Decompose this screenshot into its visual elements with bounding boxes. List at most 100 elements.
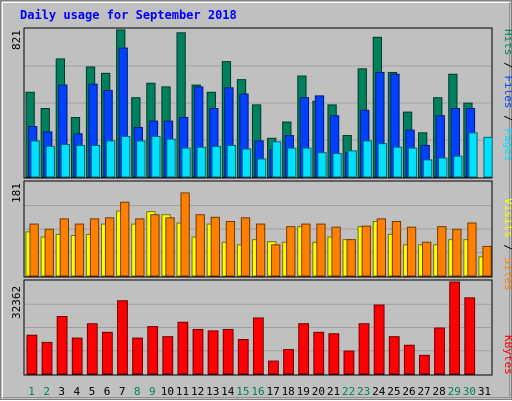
- bar-pages-15: [241, 148, 252, 178]
- panel-kbytes-legend: KBytes: [502, 335, 512, 375]
- bar-sites-18: [286, 226, 296, 277]
- x-label-day-13: 13: [206, 385, 219, 398]
- x-label-day-29: 29: [448, 385, 461, 398]
- bar-pages-20: [317, 152, 327, 178]
- bar-sites-27: [422, 241, 432, 277]
- bar-kbytes-19: [298, 323, 310, 375]
- bar-sites-9: [150, 214, 160, 277]
- chart-frame-bevel: [2, 2, 510, 398]
- legend-sep-2: /: [502, 109, 512, 129]
- x-label-day-20: 20: [312, 385, 325, 398]
- bar-kbytes-24: [373, 304, 385, 375]
- legend-kbytes: KBytes: [502, 335, 512, 375]
- bar-pages-6: [105, 140, 116, 178]
- panel-kbytes-bars: [26, 281, 476, 375]
- x-label-day-2: 2: [43, 385, 50, 398]
- bar-kbytes-30: [464, 297, 476, 375]
- x-label-day-18: 18: [282, 385, 295, 398]
- bar-sites-24: [376, 218, 387, 277]
- legend-hits: Hits: [502, 29, 512, 56]
- bar-sites-29: [452, 228, 462, 277]
- bar-pages-5: [90, 144, 101, 178]
- bar-sites-23: [361, 225, 371, 277]
- bar-pages-17: [272, 141, 282, 178]
- panel-kbytes: 32362 KBytes: [10, 279, 512, 376]
- bar-sites-17: [271, 244, 281, 277]
- bar-pages-16: [256, 158, 267, 178]
- legend-pages: Pages: [502, 128, 512, 161]
- x-label-day-8: 8: [134, 385, 141, 398]
- x-label-day-16: 16: [251, 385, 264, 398]
- bar-sites-20: [316, 223, 326, 277]
- x-label-day-6: 6: [104, 385, 111, 398]
- bar-kbytes-4: [71, 337, 83, 375]
- panel-visits-sites: 181 Visits / Sites: [10, 180, 512, 291]
- bar-sites-22: [346, 239, 356, 277]
- bar-sites-3: [59, 218, 69, 277]
- bar-kbytes-8: [132, 337, 143, 375]
- bar-pages-19: [302, 147, 312, 178]
- bar-pages-30: [468, 132, 478, 178]
- bar-pages-1: [30, 140, 40, 178]
- bar-pages-28: [438, 157, 448, 178]
- bar-sites-10: [165, 217, 175, 277]
- bar-pages-9: [151, 135, 161, 178]
- bar-sites-26: [406, 226, 417, 277]
- bar-kbytes-20: [313, 331, 325, 375]
- bar-pages-4: [75, 144, 86, 178]
- bar-pages-3: [60, 144, 70, 178]
- panel-visits-sites-legend: Visits / Sites: [502, 198, 512, 291]
- panel-visits-sites-ymax-label: 181: [10, 183, 23, 203]
- bar-pages-14: [226, 144, 237, 178]
- x-label-day-10: 10: [161, 385, 174, 398]
- bar-pages-2: [45, 145, 55, 178]
- bar-sites-14: [225, 220, 236, 277]
- bar-kbytes-5: [86, 323, 98, 375]
- bar-sites-31: [482, 245, 492, 277]
- bar-kbytes-6: [101, 331, 113, 375]
- bar-kbytes-10: [162, 336, 174, 375]
- legend-sites: Sites: [502, 258, 512, 291]
- bar-kbytes-12: [192, 328, 204, 375]
- x-label-day-22: 22: [342, 385, 355, 398]
- bar-kbytes-7: [117, 300, 128, 375]
- panel-kbytes-ymax-label: 32362: [10, 286, 23, 319]
- bar-sites-8: [135, 218, 145, 277]
- bar-sites-7: [120, 201, 130, 277]
- bar-kbytes-9: [147, 326, 159, 375]
- panel-visits-sites-bars: [25, 192, 492, 277]
- bar-pages-13: [211, 145, 221, 178]
- x-label-day-30: 30: [463, 385, 476, 398]
- x-label-day-27: 27: [417, 385, 430, 398]
- bar-kbytes-17: [268, 360, 279, 375]
- x-label-day-25: 25: [387, 385, 400, 398]
- legend-visits: Visits: [502, 198, 512, 238]
- legend-sep-1: /: [502, 56, 512, 76]
- x-label-day-3: 3: [58, 385, 65, 398]
- bar-sites-21: [331, 226, 341, 277]
- x-label-day-5: 5: [89, 385, 96, 398]
- bar-kbytes-13: [207, 330, 219, 375]
- bar-pages-25: [392, 146, 403, 178]
- bar-pages-11: [181, 147, 191, 178]
- x-label-day-26: 26: [402, 385, 415, 398]
- x-axis-day-labels: 1 2 3 4 5 6 7 8 9 10 11 12 13 14 15 16 17 18 19 20 21 22 23 24 2…: [28, 385, 491, 398]
- legend-files: Files: [502, 75, 512, 108]
- panel-hits-files-pages-ymax-label: 821: [10, 30, 23, 50]
- x-label-day-24: 24: [372, 385, 386, 398]
- bar-kbytes-21: [328, 333, 340, 375]
- bar-kbytes-16: [252, 317, 264, 375]
- bar-sites-30: [467, 222, 477, 277]
- bar-kbytes-25: [388, 336, 400, 375]
- bar-sites-19: [301, 223, 311, 277]
- bar-pages-21: [332, 153, 342, 178]
- x-label-day-4: 4: [74, 385, 81, 398]
- x-label-day-17: 17: [266, 385, 279, 398]
- x-label-day-19: 19: [297, 385, 310, 398]
- x-label-day-7: 7: [119, 385, 126, 398]
- x-label-day-28: 28: [433, 385, 446, 398]
- bar-sites-1: [29, 223, 39, 277]
- x-label-day-1: 1: [28, 385, 35, 398]
- bar-kbytes-14: [222, 328, 234, 375]
- panel-hits-files-pages-legend: Hits / Files / Pages: [502, 29, 512, 162]
